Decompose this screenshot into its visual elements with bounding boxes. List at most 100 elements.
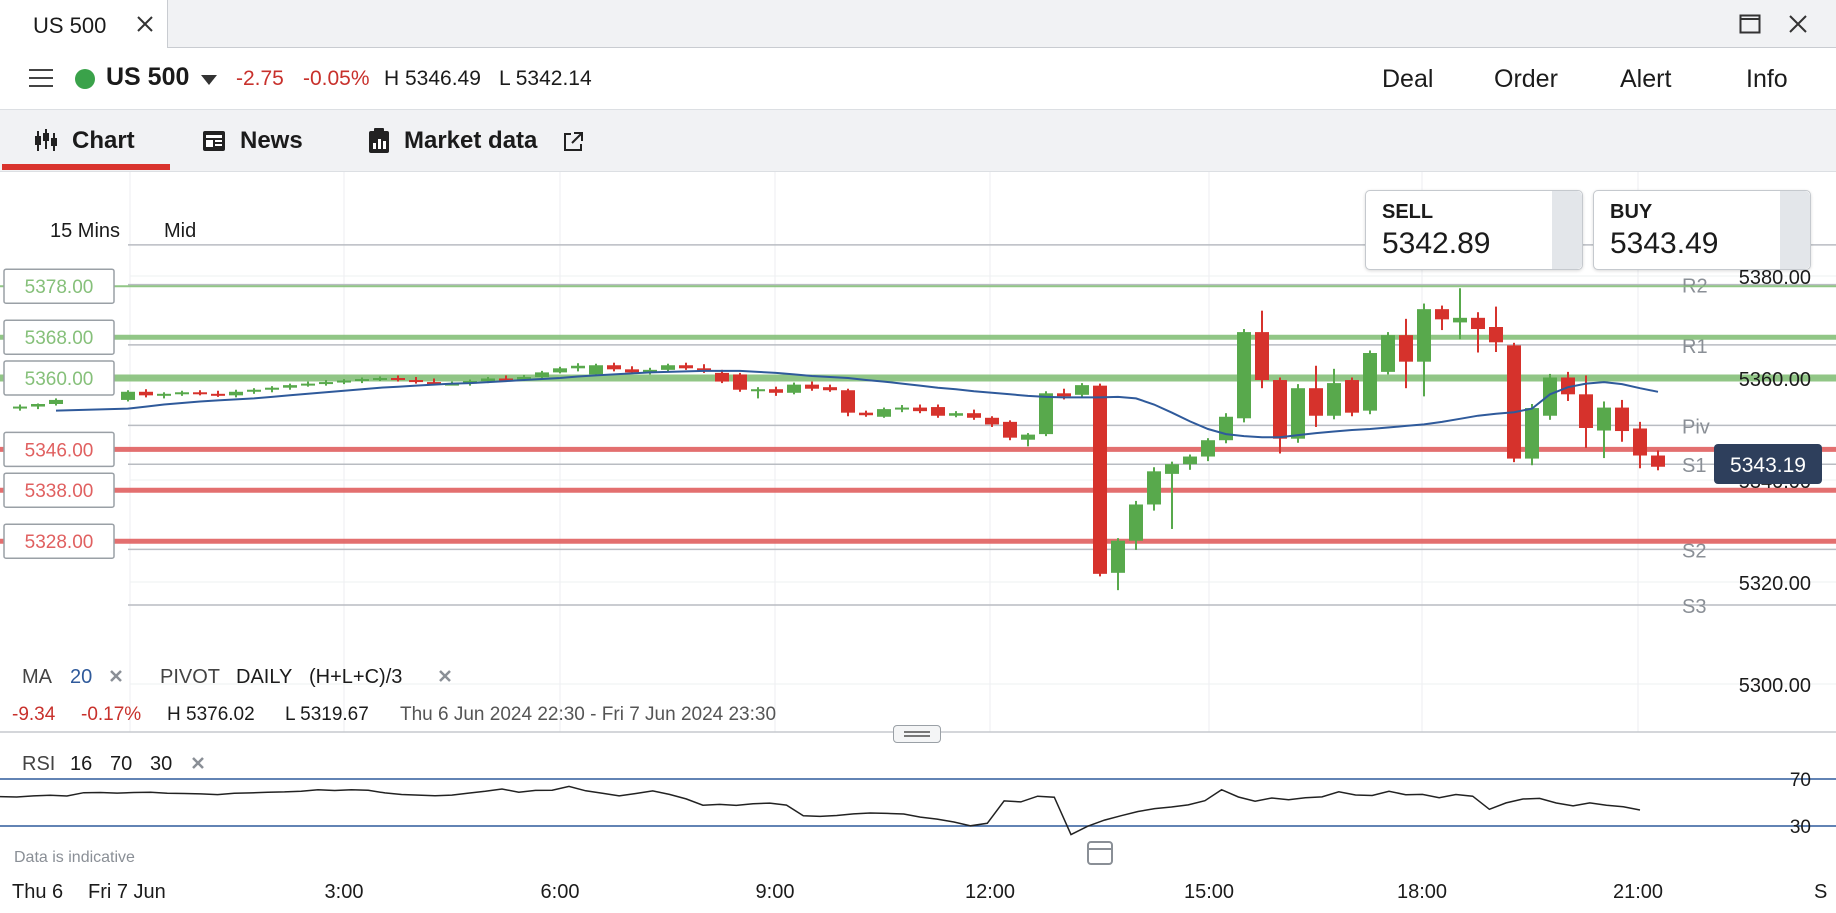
time-axis-label: Thu 6 <box>12 881 63 903</box>
price-type-selector[interactable]: Mid <box>164 220 197 242</box>
time-axis-label: 18:00 <box>1397 881 1447 903</box>
pivot-formula[interactable]: (H+L+C)/3 <box>309 666 403 688</box>
tab-market-data[interactable]: Market data <box>368 123 588 159</box>
candle-body <box>1543 377 1557 416</box>
candle-body <box>1651 455 1665 467</box>
time-axis-label: 15:00 <box>1184 881 1234 903</box>
candle-body <box>301 383 315 386</box>
tab-chart[interactable]: Chart <box>34 123 154 159</box>
pivot-label: S3 <box>1682 596 1706 618</box>
candle-body <box>715 372 729 382</box>
period-change: -9.34 <box>12 704 56 725</box>
buy-side-bar <box>1780 191 1810 269</box>
candle-body <box>193 392 207 395</box>
candle-body <box>139 391 153 396</box>
deal-button[interactable]: Deal <box>1382 65 1434 93</box>
candle-body <box>1363 353 1377 411</box>
pivot-period[interactable]: DAILY <box>236 666 293 688</box>
rsi-axis-label: 30 <box>1790 817 1811 838</box>
candle-body <box>1021 434 1035 440</box>
tab-news[interactable]: News <box>202 123 312 159</box>
chevron-down-icon[interactable] <box>201 75 217 85</box>
candle-body <box>211 393 225 396</box>
candle-body <box>373 378 387 380</box>
remove-ma-icon[interactable] <box>108 668 124 684</box>
rsi-period[interactable]: 16 <box>70 753 93 775</box>
candle-body <box>985 417 999 425</box>
candlestick-icon <box>35 129 57 151</box>
candle-body <box>157 393 171 396</box>
price-chart[interactable]: R3R2R1PivS1S2S35378.005368.005360.005346… <box>0 172 1836 908</box>
menu-icon[interactable] <box>29 68 53 88</box>
newspaper-icon <box>203 131 225 151</box>
data-disclaimer: Data is indicative <box>14 849 135 866</box>
level-tag-label: 5328.00 <box>25 532 94 553</box>
candle-body <box>1057 393 1071 397</box>
tab-market-data-label: Market data <box>404 127 538 154</box>
candle-body <box>337 380 351 383</box>
candle-body <box>247 389 261 392</box>
pivot-label: S2 <box>1682 540 1706 562</box>
instrument-header: US 500 -2.75 -0.05% H 5346.49 L 5342.14 … <box>0 48 1836 110</box>
candle-body <box>121 391 135 400</box>
sell-label: SELL <box>1382 201 1434 223</box>
candle-body <box>1453 317 1467 323</box>
sell-side-bar <box>1552 191 1582 269</box>
time-axis-label: 9:00 <box>756 881 795 903</box>
info-button[interactable]: Info <box>1746 65 1788 93</box>
calendar-icon-body <box>1087 841 1113 865</box>
level-tag-label: 5378.00 <box>25 277 94 298</box>
level-tag-label: 5346.00 <box>25 440 94 461</box>
candle-body <box>787 384 801 393</box>
candle-body <box>535 372 549 377</box>
candle-body <box>697 368 711 372</box>
candle-body <box>1075 385 1089 395</box>
market-open-indicator <box>75 69 95 89</box>
buy-label: BUY <box>1610 201 1653 223</box>
remove-rsi-icon[interactable] <box>190 755 206 771</box>
buy-button[interactable]: BUY 5343.49 <box>1593 190 1811 270</box>
window-close-icon[interactable] <box>1787 13 1809 35</box>
candle-body <box>733 374 747 390</box>
candle-body <box>913 407 927 412</box>
remove-pivot-icon[interactable] <box>437 668 453 684</box>
rsi-upper[interactable]: 70 <box>110 753 133 775</box>
order-button[interactable]: Order <box>1494 65 1558 93</box>
day-high: H 5346.49 <box>384 67 481 90</box>
level-tag <box>3 523 115 559</box>
candle-body <box>643 369 657 373</box>
time-axis-label: Fri 7 Jun <box>88 881 166 903</box>
candle-body <box>679 365 693 369</box>
candle-body <box>859 412 873 416</box>
window-tab[interactable]: US 500 <box>0 0 168 48</box>
price-axis-label: 5320.00 <box>1739 573 1811 595</box>
candle-body <box>445 383 459 386</box>
candle-body <box>769 389 783 393</box>
time-axis-label: 21:00 <box>1613 881 1663 903</box>
pivot-label: Piv <box>1682 416 1710 438</box>
maximize-icon[interactable] <box>1739 14 1761 34</box>
candle-body <box>1237 332 1251 419</box>
candle-body <box>877 409 891 417</box>
candle-body <box>1039 393 1053 435</box>
instrument-name[interactable]: US 500 <box>106 63 190 91</box>
pane-resize-handle[interactable] <box>893 725 941 743</box>
candle-body <box>1633 428 1647 456</box>
candle-body <box>427 382 441 385</box>
rsi-lower[interactable]: 30 <box>150 753 173 775</box>
day-low: L 5342.14 <box>499 67 592 90</box>
close-icon[interactable] <box>134 13 156 35</box>
level-tag <box>3 472 115 508</box>
tab-chart-label: Chart <box>72 127 135 154</box>
interval-selector[interactable]: 15 Mins <box>50 220 121 242</box>
ma-period[interactable]: 20 <box>70 666 93 688</box>
candle-body <box>481 378 495 382</box>
price-axis-label: 5380.00 <box>1739 267 1811 289</box>
buy-price: 5343.49 <box>1610 227 1719 260</box>
price-change-percent: -0.05% <box>303 67 370 90</box>
period-change-percent: -0.17% <box>81 704 142 725</box>
alert-button[interactable]: Alert <box>1620 65 1672 93</box>
chart-area[interactable]: R3R2R1PivS1S2S35378.005368.005360.005346… <box>0 172 1836 908</box>
sell-button[interactable]: SELL 5342.89 <box>1365 190 1583 270</box>
pivot-label: R1 <box>1682 336 1708 358</box>
